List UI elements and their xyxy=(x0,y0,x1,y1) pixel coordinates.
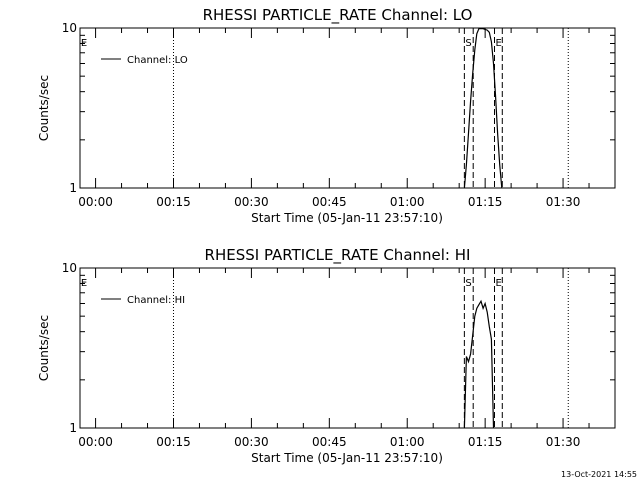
x-tick-label: 00:00 xyxy=(78,195,113,209)
plot-panels: RHESSI PARTICLE_RATE Channel: LO 1 10 00:00… xyxy=(37,6,616,465)
x-tick-label: 01:15 xyxy=(468,195,503,209)
event-marker-s: S xyxy=(465,278,471,289)
x-tick-label: 00:30 xyxy=(234,195,269,209)
chart-title: RHESSI PARTICLE_RATE Channel: LO xyxy=(203,6,473,25)
x-tick-label: 01:30 xyxy=(546,195,581,209)
legend-label: Channel: HI xyxy=(127,295,185,306)
legend-label: Channel: LO xyxy=(127,55,188,66)
plot-frame xyxy=(79,267,616,429)
event-marker-e: E xyxy=(81,278,87,289)
series-line xyxy=(463,28,503,189)
y-tick-label: 10 xyxy=(62,21,77,35)
x-tick-label: 00:15 xyxy=(156,435,191,449)
event-marker-e: E xyxy=(495,278,501,289)
footer-timestamp: 13-Oct-2021 14:55 xyxy=(561,470,637,479)
x-axis-label: Start Time (05-Jan-11 23:57:10) xyxy=(251,211,443,225)
x-tick-label: 01:00 xyxy=(390,195,425,209)
chart-title: RHESSI PARTICLE_RATE Channel: HI xyxy=(205,246,471,265)
chart-panel-1: RHESSI PARTICLE_RATE Channel: LO 1 10 00:00… xyxy=(37,6,616,225)
y-tick-label: 1 xyxy=(69,421,77,435)
event-marker-s: S xyxy=(465,38,471,49)
x-axis-label: Start Time (05-Jan-11 23:57:10) xyxy=(251,451,443,465)
series-line xyxy=(463,299,495,429)
plot-frame xyxy=(79,27,616,189)
x-tick-label: 01:30 xyxy=(546,435,581,449)
event-marker-e: E xyxy=(495,38,501,49)
chart-panel-2: RHESSI PARTICLE_RATE Channel: HI 1 10 00:00… xyxy=(37,246,616,465)
x-tick-label: 00:45 xyxy=(312,435,347,449)
x-tick-label: 00:45 xyxy=(312,195,347,209)
x-tick-label: 00:15 xyxy=(156,195,191,209)
x-tick-label: 00:00 xyxy=(78,435,113,449)
y-tick-label: 1 xyxy=(69,181,77,195)
x-tick-label: 00:30 xyxy=(234,435,269,449)
y-tick-label: 10 xyxy=(62,261,77,275)
x-tick-label: 01:00 xyxy=(390,435,425,449)
x-tick-label: 01:15 xyxy=(468,435,503,449)
y-axis-label: Counts/sec xyxy=(37,75,51,141)
y-axis-label: Counts/sec xyxy=(37,315,51,381)
event-marker-e: E xyxy=(81,38,87,49)
